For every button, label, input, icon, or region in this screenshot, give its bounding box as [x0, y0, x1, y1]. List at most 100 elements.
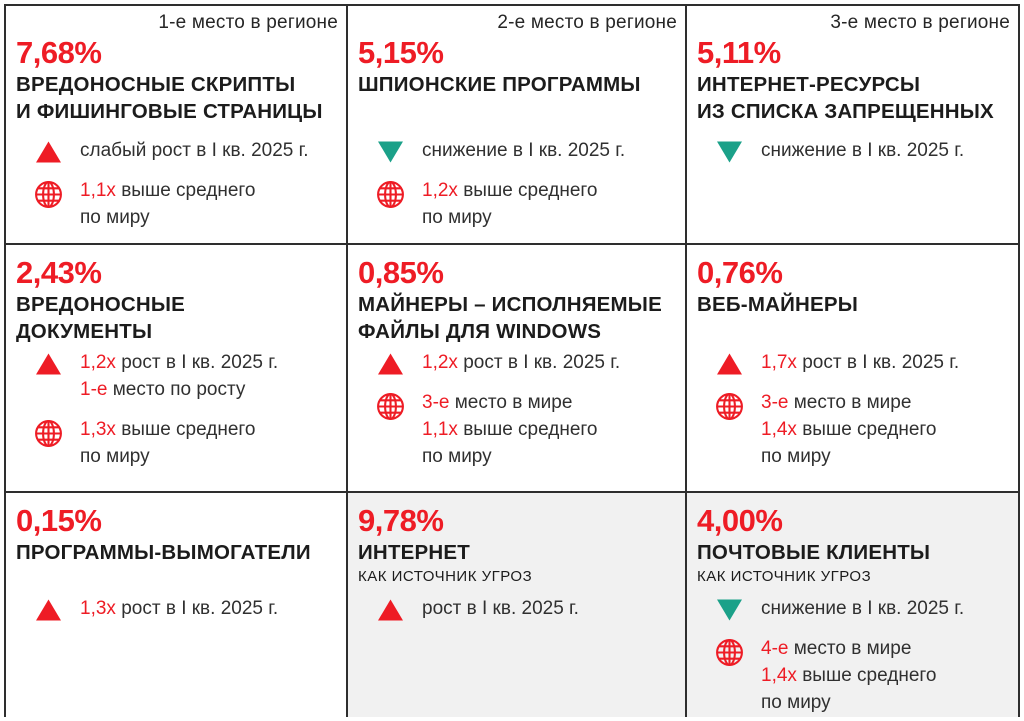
region-rank-label: 1-е место в регионе: [158, 12, 338, 33]
stat-plain-text: снижение в I кв. 2025 г.: [761, 140, 965, 161]
stat-text-line: по миру: [761, 690, 936, 717]
stat-text-line: 1-е место по росту: [80, 377, 278, 404]
threat-title-line: ВЕБ-МАЙНЕРЫ: [697, 292, 859, 316]
threat-title: ВРЕДОНОСНЫЕ СКРИПТЫ И ФИШИНГОВЫЕ СТРАНИЦЫ: [16, 71, 338, 125]
threat-title-line: ПРОГРАММЫ-ВЫМОГАТЕЛИ: [16, 540, 311, 564]
threat-subtitle: КАК ИСТОЧНИК УГРОЗ: [697, 567, 872, 585]
stat-plain-text: снижение в I кв. 2025 г.: [422, 140, 626, 161]
stat-row: снижение в I кв. 2025 г.: [358, 138, 677, 165]
stat-row: 1,3x рост в I кв. 2025 г.: [16, 596, 338, 623]
card-header-block: 0,85% МАЙНЕРЫ – ИСПОЛНЯЕМЫЕ ФАЙЛЫ ДЛЯ WIND…: [358, 251, 677, 350]
stat-highlight-value: 1,3x: [80, 418, 116, 440]
threat-title: МАЙНЕРЫ – ИСПОЛНЯЕМЫЕ ФАЙЛЫ ДЛЯ WINDOWS: [358, 291, 677, 345]
stat-text: 1,2x выше среднего по миру: [422, 178, 597, 232]
stat-row: 1,2x выше среднего по миру: [358, 178, 677, 232]
stat-row: 4-е место в мире 1,4x выше среднего по мир…: [697, 636, 1010, 717]
stat-row: снижение в I кв. 2025 г.: [697, 138, 1010, 165]
threat-card: 2-е место в регионе 5,15% ШПИОНСКИЕ ПРОГРА…: [348, 6, 685, 243]
stat-plain-text: выше среднего: [457, 179, 598, 201]
stat-text-line: по миру: [80, 444, 255, 471]
stat-text-line: 1,1x выше среднего: [422, 417, 597, 444]
threat-title-line: ФАЙЛЫ ДЛЯ WINDOWS: [358, 319, 602, 343]
stat-text-line: слабый рост в I кв. 2025 г.: [80, 138, 309, 165]
stat-plain-text: по миру: [761, 445, 831, 467]
stat-row: 3-е место в мире 1,1x выше среднего по мир…: [358, 390, 677, 471]
threat-title-line: ВРЕДОНОСНЫЕ: [16, 292, 186, 316]
threat-title: ВЕБ-МАЙНЕРЫ: [697, 291, 1010, 318]
card-header-block: 2-е место в регионе 5,15% ШПИОНСКИЕ ПРОГРА…: [358, 12, 677, 138]
stat-text-line: по миру: [761, 444, 936, 471]
stat-highlight-value: 4-е: [761, 637, 789, 659]
region-rank-label: 3-е место в регионе: [830, 12, 1010, 33]
stat-plain-text: рост в I кв. 2025 г.: [457, 352, 621, 373]
triangle-down-icon: [697, 138, 761, 164]
stat-text-line: снижение в I кв. 2025 г.: [761, 596, 964, 623]
stats-block: 1,2x рост в I кв. 2025 г. 3-е место в мир…: [358, 350, 677, 471]
percent-value: 0,85%: [358, 255, 444, 290]
threat-title-line: ИЗ СПИСКА ЗАПРЕЩЕННЫХ: [697, 99, 994, 123]
stat-text: 3-е место в мире 1,1x выше среднего по мир…: [422, 390, 597, 471]
stats-block: 1,3x рост в I кв. 2025 г.: [16, 596, 338, 623]
stat-plain-text: по миру: [761, 691, 831, 713]
stat-text-line: 1,2x выше среднего: [422, 178, 597, 205]
stat-highlight-value: 1,2x: [80, 352, 116, 373]
stat-plain-text: рост в I кв. 2025 г.: [422, 598, 579, 619]
stat-text-line: 4-е место в мире: [761, 636, 936, 663]
stat-plain-text: по миру: [422, 445, 492, 467]
card-header-block: 0,76% ВЕБ-МАЙНЕРЫ: [697, 251, 1010, 350]
stat-plain-text: рост в I кв. 2025 г.: [115, 352, 279, 373]
stat-highlight-value: 1,4x: [761, 664, 797, 686]
globe-icon: [16, 417, 80, 449]
stat-text-line: рост в I кв. 2025 г.: [422, 596, 579, 623]
threat-card: 2,43% ВРЕДОНОСНЫЕ ДОКУМЕНТЫ 1,2x рост в I к…: [6, 245, 346, 491]
stat-highlight-value: 1-е: [80, 378, 108, 400]
threat-title: ШПИОНСКИЕ ПРОГРАММЫ: [358, 71, 677, 98]
stat-text: 1,2x рост в I кв. 2025 г.: [422, 350, 620, 377]
stat-row: 1,2x рост в I кв. 2025 г.: [358, 350, 677, 377]
stat-text-line: 3-е место в мире: [761, 390, 936, 417]
stat-text: снижение в I кв. 2025 г.: [422, 138, 625, 165]
stat-plain-text: по миру: [80, 445, 150, 467]
threat-title: ПОЧТОВЫЕ КЛИЕНТЫ: [697, 539, 1010, 566]
region-rank-label: 2-е место в регионе: [497, 12, 677, 33]
globe-icon: [358, 390, 422, 422]
stat-highlight-value: 3-е: [761, 391, 789, 413]
stats-block: снижение в I кв. 2025 г. 1,2x выше средне…: [358, 138, 677, 232]
stat-text: 4-е место в мире 1,4x выше среднего по мир…: [761, 636, 936, 717]
globe-icon: [697, 390, 761, 422]
threat-title-line: ПОЧТОВЫЕ КЛИЕНТЫ: [697, 540, 931, 564]
stat-text: снижение в I кв. 2025 г.: [761, 138, 964, 165]
globe-icon: [697, 636, 761, 668]
stat-plain-text: место в мире: [788, 391, 912, 413]
threat-card: 1-е место в регионе 7,68% ВРЕДОНОСНЫЕ СКРИ…: [6, 6, 346, 243]
stat-text-line: 1,3x рост в I кв. 2025 г.: [80, 596, 278, 623]
stat-highlight-value: 1,1x: [80, 179, 116, 201]
threat-title-line: ИНТЕРНЕТ-РЕСУРСЫ: [697, 72, 921, 96]
threat-card: 0,76% ВЕБ-МАЙНЕРЫ 1,7x рост в I кв. 2025 г…: [687, 245, 1018, 491]
stat-highlight-value: 1,4x: [761, 418, 797, 440]
stat-plain-text: место по росту: [107, 378, 246, 400]
stat-highlight-value: 1,3x: [80, 598, 116, 619]
stat-row: 1,3x выше среднего по миру: [16, 417, 338, 471]
triangle-up-icon: [697, 350, 761, 376]
stat-text-line: 1,2x рост в I кв. 2025 г.: [80, 350, 278, 377]
stat-text: рост в I кв. 2025 г.: [422, 596, 579, 623]
threat-title: ПРОГРАММЫ-ВЫМОГАТЕЛИ: [16, 539, 338, 566]
threat-title: ВРЕДОНОСНЫЕ ДОКУМЕНТЫ: [16, 291, 338, 345]
percent-value: 2,43%: [16, 255, 102, 290]
stat-row: 1,2x рост в I кв. 2025 г. 1-е место по ро…: [16, 350, 338, 404]
threat-card: 0,15% ПРОГРАММЫ-ВЫМОГАТЕЛИ 1,3x рост в I к…: [6, 493, 346, 717]
stat-row: слабый рост в I кв. 2025 г.: [16, 138, 338, 165]
stat-highlight-value: 1,7x: [761, 352, 797, 373]
stat-text: 1,1x выше среднего по миру: [80, 178, 255, 232]
stat-text-line: 1,1x выше среднего: [80, 178, 255, 205]
stat-text-line: 1,3x выше среднего: [80, 417, 255, 444]
stat-text-line: снижение в I кв. 2025 г.: [422, 138, 625, 165]
threat-title-line: ШПИОНСКИЕ ПРОГРАММЫ: [358, 72, 641, 96]
threat-title: ИНТЕРНЕТ: [358, 539, 677, 566]
percent-value: 4,00%: [697, 503, 783, 538]
stats-block: 1,7x рост в I кв. 2025 г. 3-е место в мир…: [697, 350, 1010, 471]
stat-text-line: 1,4x выше среднего: [761, 663, 936, 690]
globe-icon: [358, 178, 422, 210]
threat-card: 3-е место в регионе 5,11% ИНТЕРНЕТ-РЕСУРСЫ…: [687, 6, 1018, 243]
